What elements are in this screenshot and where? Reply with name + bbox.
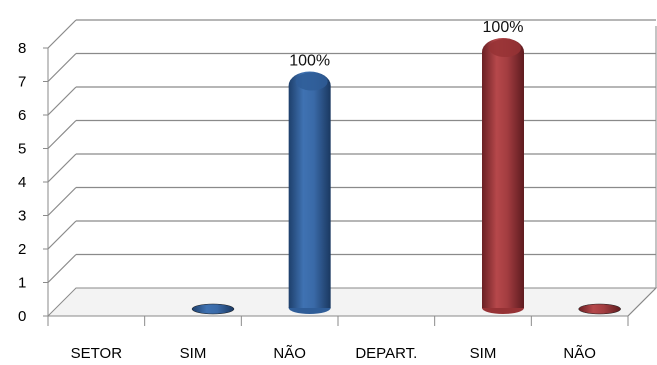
- y-tick-label: 2: [18, 241, 26, 258]
- x-category-label: SIM: [180, 345, 207, 362]
- y-tick-label: 4: [18, 174, 26, 191]
- x-category-label: SETOR: [71, 345, 123, 362]
- y-tick-label: 0: [18, 308, 26, 325]
- gridline-diagonal: [47, 187, 77, 216]
- data-label: 100%: [289, 53, 330, 70]
- x-category-label: DEPART.: [355, 345, 417, 362]
- gridline-diagonal: [47, 254, 77, 283]
- bar-zero: [191, 303, 235, 315]
- y-tick-label: 6: [18, 107, 26, 124]
- floor-right-edge: [627, 287, 657, 317]
- y-tick-label: 8: [18, 40, 26, 57]
- chart-floor: [46, 287, 657, 317]
- gridline-diagonal: [47, 53, 77, 82]
- gridline-diagonal: [47, 86, 77, 116]
- x-category-label: NÃO: [563, 345, 596, 362]
- axes: [43, 26, 657, 326]
- bar: [288, 85, 331, 308]
- y-tick-label: 3: [18, 208, 26, 225]
- y-tick-label: 1: [18, 275, 26, 292]
- x-category-label: SIM: [470, 345, 497, 362]
- bar: [482, 52, 524, 308]
- data-label: 100%: [483, 19, 524, 36]
- labels: 0 1 2 3 4 5 6 7 8 SETOR SIM NÃO DEPART. SIM NÃO 100% 100…: [18, 19, 596, 362]
- x-category-label: NÃO: [273, 345, 306, 362]
- y-tick-label: 5: [18, 141, 26, 158]
- bar-cap: [489, 39, 521, 57]
- gridline-diagonal: [47, 19, 77, 49]
- bars: [191, 38, 621, 315]
- gridline-diagonal: [47, 220, 77, 250]
- y-tick-label: 7: [18, 74, 26, 91]
- bar-zero: [578, 303, 621, 315]
- bar-cap: [295, 72, 328, 91]
- gridline-diagonal: [47, 153, 77, 183]
- gridline-diagonal: [47, 120, 77, 149]
- gridlines: [46, 19, 657, 317]
